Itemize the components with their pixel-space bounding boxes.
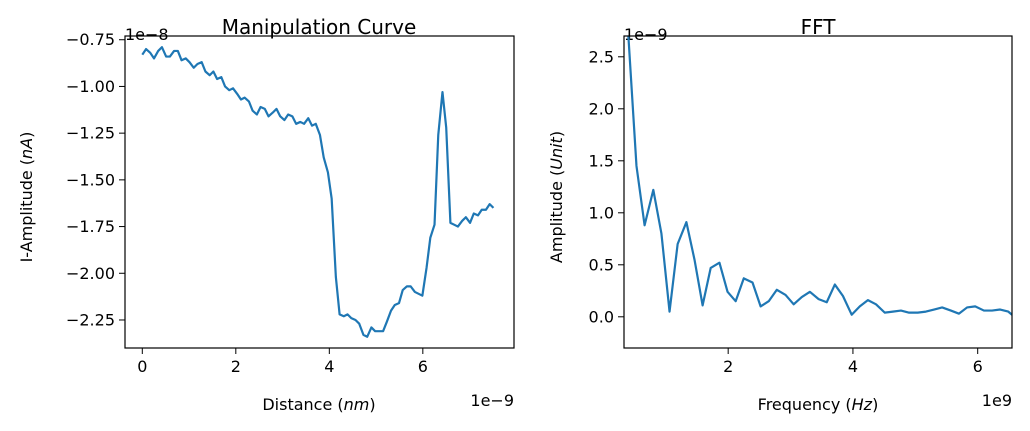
y-offset-label: 1e−9 [624, 25, 668, 44]
series-line [627, 36, 1012, 316]
y-tick-label: −0.75 [66, 30, 115, 49]
y-tick-label: −1.00 [66, 77, 115, 96]
chart-fft: FFT 1e−9 1e9 Frequency (Hz) Amplitude (U… [547, 15, 1013, 414]
y-axis-label: Amplitude (Unit) [547, 131, 566, 263]
tick-group: 2 4 6 0.0 0.5 1.0 1.5 2.0 2.5 [589, 47, 983, 376]
series-group [141, 46, 495, 338]
plot-frame [623, 35, 1013, 349]
plot-frame [124, 35, 515, 349]
x-axis-label: Distance (nm) [262, 395, 375, 414]
y-tick-label: 0.5 [589, 255, 614, 274]
y-offset-label: 1e−8 [125, 25, 169, 44]
series-line [141, 46, 495, 338]
chart-manipulation-curve: Manipulation Curve 1e−8 1e−9 Distance (n… [17, 15, 515, 414]
x-offset-label: 1e9 [982, 391, 1012, 410]
y-tick-label: 0.0 [589, 307, 614, 326]
y-tick-label: −2.00 [66, 264, 115, 283]
y-tick-label: 2.5 [589, 47, 614, 66]
tick-group: 0 2 4 6 −0.75 −1.00 −1.25 −1.50 −1.75 −2.00 −2.25 [66, 30, 428, 376]
x-tick-label: 2 [231, 357, 241, 376]
y-tick-label: −1.50 [66, 170, 115, 189]
x-offset-label: 1e−9 [470, 391, 514, 410]
y-tick-label: −2.25 [66, 310, 115, 329]
chart-title: Manipulation Curve [222, 15, 417, 39]
y-tick-label: −1.75 [66, 217, 115, 236]
x-tick-label: 2 [723, 357, 733, 376]
y-tick-label: 1.0 [589, 203, 614, 222]
x-tick-label: 4 [848, 357, 858, 376]
y-tick-label: 1.5 [589, 151, 614, 170]
x-tick-label: 4 [324, 357, 334, 376]
x-tick-label: 0 [137, 357, 147, 376]
y-tick-label: −1.25 [66, 124, 115, 143]
y-axis-label: I-Amplitude (nA) [17, 132, 36, 263]
y-tick-label: 2.0 [589, 99, 614, 118]
series-group [627, 36, 1012, 316]
chart-title: FFT [801, 15, 837, 39]
x-axis-label: Frequency (Hz) [758, 395, 879, 414]
x-tick-label: 6 [973, 357, 983, 376]
x-tick-label: 6 [418, 357, 428, 376]
